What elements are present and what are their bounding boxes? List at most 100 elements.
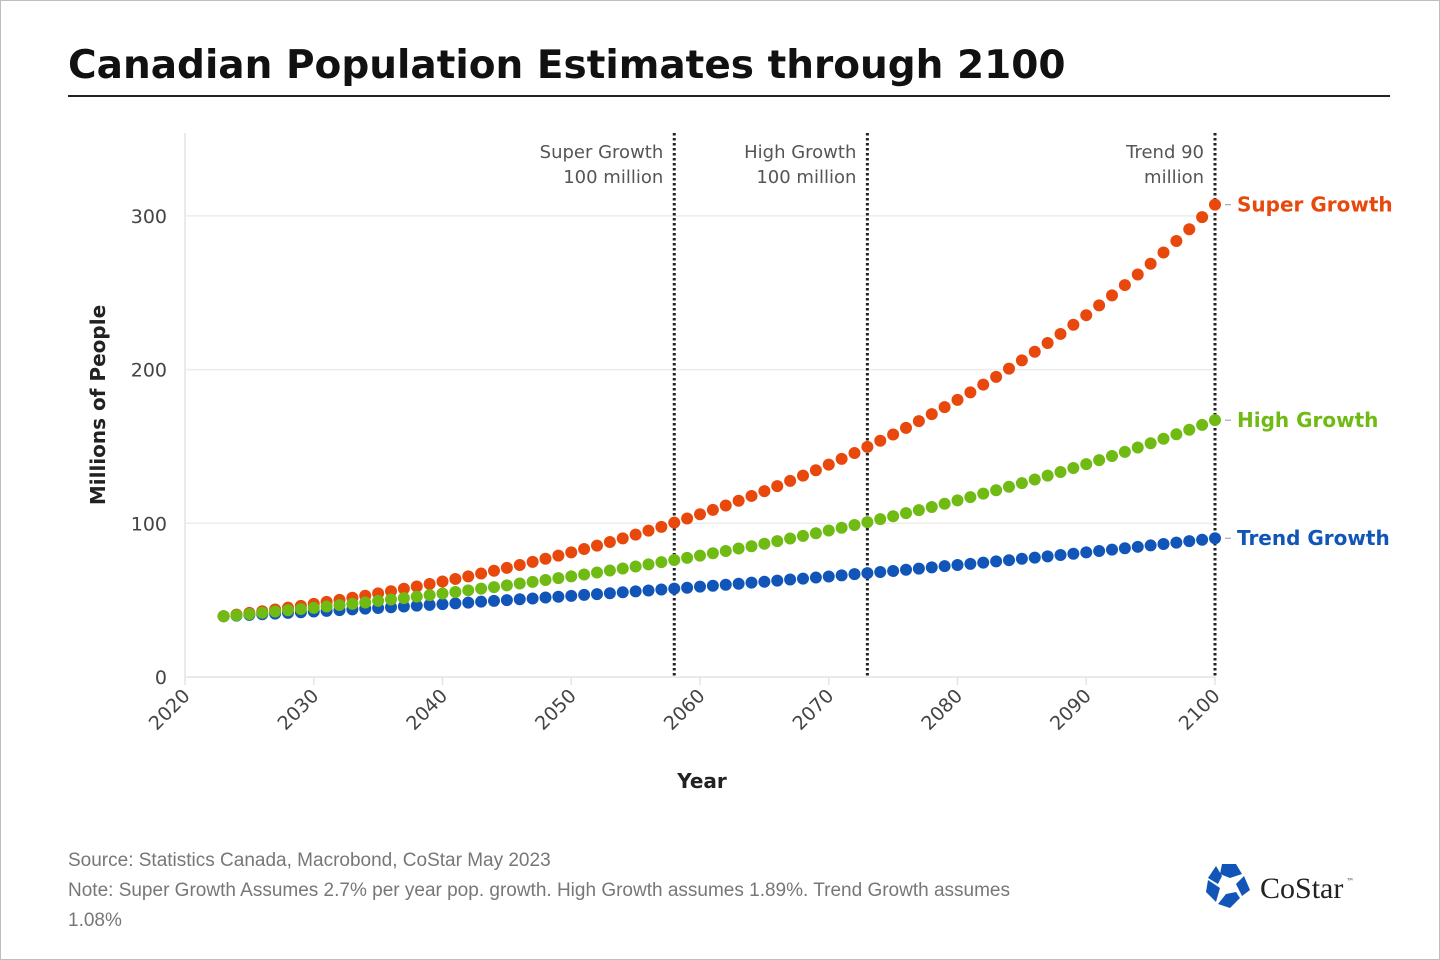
costar-star-icon <box>1206 864 1250 908</box>
data-point <box>835 452 848 465</box>
data-point <box>1080 546 1093 559</box>
series-label: Super Growth <box>1237 193 1393 217</box>
data-point <box>977 378 990 391</box>
data-point <box>552 549 565 562</box>
data-point <box>1144 257 1157 270</box>
data-point <box>912 562 925 575</box>
costar-wordmark: CoStar <box>1260 872 1343 905</box>
data-point <box>1028 551 1041 564</box>
data-point <box>616 532 629 545</box>
data-point <box>1067 547 1080 560</box>
data-point <box>629 528 642 541</box>
data-point <box>758 485 771 498</box>
data-point <box>423 598 436 611</box>
data-point <box>539 552 552 565</box>
data-point <box>488 564 500 577</box>
reference-annotation: million <box>1144 167 1204 188</box>
data-point <box>385 585 397 598</box>
data-point <box>1093 299 1106 312</box>
data-point <box>925 408 938 421</box>
data-point <box>1183 223 1196 236</box>
data-point <box>938 401 951 414</box>
data-point <box>1015 552 1028 565</box>
data-point <box>977 487 990 500</box>
data-point <box>642 524 655 537</box>
data-point <box>488 581 500 594</box>
data-point <box>217 610 230 623</box>
data-point <box>436 587 449 600</box>
data-point <box>423 578 436 591</box>
reference-annotation: 100 million <box>563 167 663 188</box>
data-point <box>784 573 797 586</box>
data-point <box>1015 354 1028 367</box>
data-point <box>539 574 552 587</box>
trademark: ™ <box>1346 877 1354 886</box>
data-point <box>1093 544 1106 557</box>
data-point <box>565 589 578 602</box>
data-point <box>822 458 835 471</box>
chart-title: Canadian Population Estimates through 21… <box>68 43 1066 88</box>
data-point <box>603 564 616 577</box>
data-point <box>719 499 732 512</box>
data-point <box>835 569 848 582</box>
data-point <box>1131 540 1144 553</box>
data-point <box>1106 543 1118 556</box>
data-point <box>745 540 758 553</box>
data-point <box>848 568 861 581</box>
data-point <box>797 469 809 482</box>
data-point <box>668 582 681 595</box>
data-point <box>475 595 488 608</box>
data-point <box>1183 535 1196 548</box>
data-point <box>539 591 552 604</box>
data-point <box>732 542 745 555</box>
data-point <box>758 575 771 588</box>
data-point <box>887 428 900 441</box>
data-point <box>1131 268 1144 281</box>
data-point <box>848 447 861 460</box>
data-point <box>745 489 758 502</box>
data-point <box>1157 246 1170 259</box>
data-point <box>346 597 359 610</box>
data-point <box>668 554 681 567</box>
data-point <box>320 600 333 613</box>
data-point <box>642 584 655 597</box>
data-point <box>616 562 629 575</box>
data-point <box>784 532 797 545</box>
data-point <box>526 555 539 568</box>
data-point <box>900 563 912 576</box>
data-point <box>449 586 462 599</box>
data-point <box>990 484 1003 497</box>
data-point <box>1196 533 1209 546</box>
data-point <box>591 588 603 601</box>
data-point <box>1157 432 1170 445</box>
data-point <box>797 529 809 542</box>
data-point <box>552 572 565 585</box>
x-tick-label: 2050 <box>531 685 581 735</box>
data-point <box>1015 477 1028 490</box>
data-point <box>874 566 887 579</box>
data-point <box>694 508 706 521</box>
data-point <box>655 520 668 533</box>
data-point <box>694 580 706 593</box>
y-tick-label: 100 <box>131 513 167 535</box>
data-point <box>513 558 526 571</box>
data-point <box>784 474 797 487</box>
data-point <box>1041 337 1054 350</box>
data-point <box>809 527 822 540</box>
data-point <box>681 512 694 525</box>
data-point <box>951 558 964 571</box>
data-point <box>706 547 719 560</box>
data-point <box>912 504 925 517</box>
data-point <box>1118 279 1131 292</box>
data-point <box>951 393 964 406</box>
data-point <box>1209 414 1221 427</box>
data-point <box>565 546 578 559</box>
data-point <box>1003 362 1015 375</box>
data-point <box>462 584 475 597</box>
data-point <box>397 582 410 595</box>
data-point <box>513 593 526 606</box>
data-point <box>230 609 243 622</box>
data-point <box>578 542 591 555</box>
data-point <box>732 494 745 507</box>
